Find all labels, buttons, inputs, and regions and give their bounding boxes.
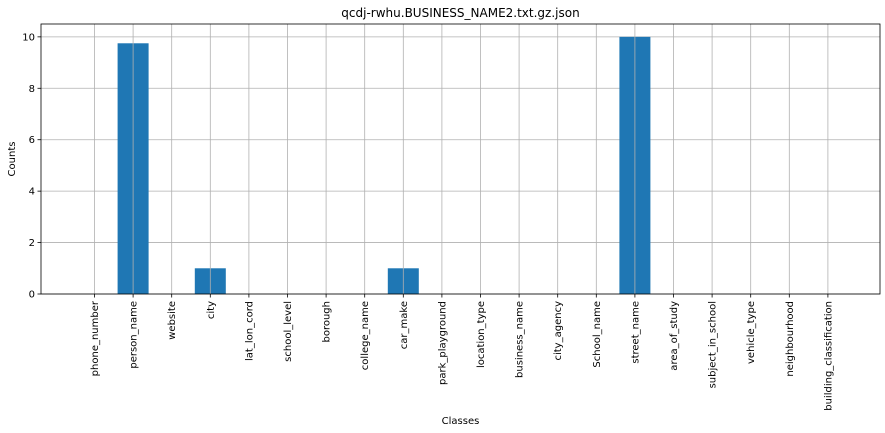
- x-tick-label: location_type: [476, 301, 487, 368]
- x-axis-title: Classes: [442, 416, 480, 427]
- grid: [41, 36, 880, 295]
- y-axis: 0 2 4 6 8 10: [22, 32, 41, 301]
- bars: [117, 36, 651, 295]
- x-tick-label: borough: [322, 301, 333, 343]
- x-tick-label: car_make: [399, 301, 410, 349]
- y-axis-title: Counts: [7, 142, 18, 177]
- x-tick-label: person_name: [129, 301, 140, 369]
- y-tick-label: 2: [29, 238, 35, 249]
- x-tick-label: college_name: [360, 301, 371, 370]
- x-tick-label: lat_lon_cord: [244, 301, 255, 361]
- x-tick-label: park_playground: [437, 301, 448, 385]
- y-tick-label: 8: [29, 84, 35, 95]
- x-axis: phone_number person_name website city lat_lo…: [90, 294, 834, 411]
- x-tick-label: city_agency: [553, 301, 564, 361]
- y-tick-label: 6: [29, 135, 35, 146]
- plot-area-frame: [40, 23, 881, 295]
- x-tick-label: School_name: [592, 301, 603, 368]
- x-tick-label: city: [206, 301, 217, 319]
- x-tick-label: street_name: [630, 301, 641, 364]
- x-tick-label: website: [167, 301, 178, 340]
- x-tick-label: neighbourhood: [785, 301, 796, 377]
- grid-vertical: [94, 24, 829, 294]
- y-tick-label: 0: [29, 290, 35, 301]
- x-tick-label: business_name: [515, 301, 526, 378]
- chart-title: qcdj-rwhu.BUSINESS_NAME2.txt.gz.json: [341, 6, 579, 20]
- x-tick-label: school_level: [283, 301, 294, 362]
- x-tick-label: vehicle_type: [746, 301, 757, 364]
- x-tick-label: subject_in_school: [708, 301, 719, 388]
- y-tick-label: 4: [29, 187, 35, 198]
- y-tick-label: 10: [22, 32, 35, 43]
- x-tick-label: building_classification: [823, 301, 834, 411]
- x-tick-label: phone_number: [90, 300, 101, 376]
- x-tick-label: area_of_study: [669, 301, 680, 371]
